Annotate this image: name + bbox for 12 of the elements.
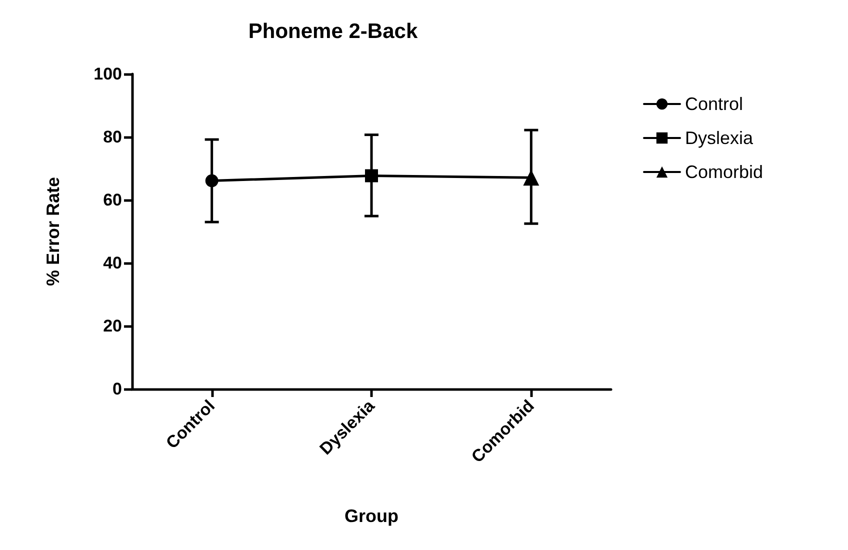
y-tick-label: 0: [112, 380, 122, 398]
legend-label: Comorbid: [685, 162, 764, 182]
legend-label: Control: [685, 94, 744, 114]
y-tick-label: 60: [103, 190, 122, 210]
x-axis-title: Group: [344, 506, 398, 526]
y-tick-label: 40: [103, 254, 122, 272]
legend-label: Dyslexia: [685, 128, 754, 148]
y-axis-title: % Error Rate: [43, 176, 63, 286]
y-tick-label: 20: [103, 316, 122, 336]
y-tick-label: 80: [103, 128, 122, 146]
chart-title: Phoneme 2-Back: [248, 20, 418, 43]
y-tick-label: 100: [94, 64, 122, 84]
